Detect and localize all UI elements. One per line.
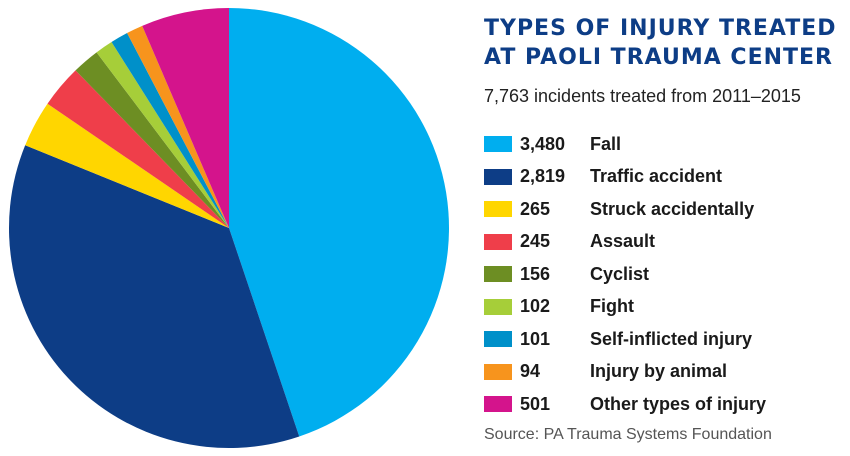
legend-value: 3,480 <box>520 133 566 154</box>
pie-slice-cyclist <box>75 52 230 228</box>
pie-slice-fall <box>229 8 449 437</box>
legend-swatch <box>484 233 512 250</box>
legend: 3,480 Fall 2,819 Traffic accident 265 Struc… <box>484 128 766 421</box>
legend-item: 265 Struck accidentally <box>484 193 766 226</box>
legend-value: 156 <box>520 263 551 284</box>
pie-slice-other-types-of-injury <box>142 7 229 228</box>
legend-item: 102 Fight <box>484 291 766 324</box>
legend-value: 94 <box>520 361 541 382</box>
legend-label: Assault <box>590 231 656 252</box>
legend-value: 245 <box>520 231 551 252</box>
legend-item: 245 Assault <box>484 226 766 259</box>
legend-value: 101 <box>520 328 551 349</box>
legend-swatch <box>484 396 512 413</box>
legend-swatch <box>484 331 512 348</box>
chart-subtitle: 7,763 incidents treated from 2011–2015 <box>484 86 801 106</box>
legend-swatch <box>484 168 512 185</box>
legend-item: 2,819 Traffic accident <box>484 161 766 194</box>
pie-slice-struck-accidentally <box>25 103 230 228</box>
legend-swatch <box>484 266 512 283</box>
legend-label: Struck accidentally <box>590 198 755 219</box>
pie-chart <box>8 7 449 448</box>
legend-swatch <box>484 201 512 218</box>
legend-value: 265 <box>520 198 551 219</box>
legend-label: Traffic accident <box>590 166 723 187</box>
legend-label: Injury by animal <box>590 361 728 382</box>
legend-label: Fight <box>590 296 634 317</box>
pie-slice-traffic-accident <box>8 145 300 448</box>
legend-item: 94 Injury by animal <box>484 356 766 389</box>
legend-item: 156 Cyclist <box>484 258 766 291</box>
legend-swatch <box>484 136 512 153</box>
legend-label: Self-inflicted injury <box>590 328 753 349</box>
legend-label: Cyclist <box>590 263 650 284</box>
pie-slice-injury-by-animal <box>127 25 229 229</box>
legend-value: 102 <box>520 296 551 317</box>
legend-swatch <box>484 298 512 315</box>
legend-item: 501 Other types of injury <box>484 388 766 421</box>
legend-swatch <box>484 363 512 380</box>
legend-label: Other types of injury <box>590 393 767 414</box>
legend-value: 2,819 <box>520 166 566 187</box>
legend-item: 101 Self-inflicted injury <box>484 323 766 356</box>
pie-slice-self-inflicted-injury <box>111 33 229 228</box>
pie-slice-fight <box>96 41 230 228</box>
legend-value: 501 <box>520 393 551 414</box>
legend-item: 3,480 Fall <box>484 128 766 161</box>
pie-slice-assault <box>47 70 230 229</box>
source-note: Source: PA Trauma Systems Foundation <box>484 426 772 443</box>
chart-title: TYPES OF INJURY TREATED AT PAOLI TRAUMA … <box>484 16 837 70</box>
legend-label: Fall <box>590 133 622 154</box>
